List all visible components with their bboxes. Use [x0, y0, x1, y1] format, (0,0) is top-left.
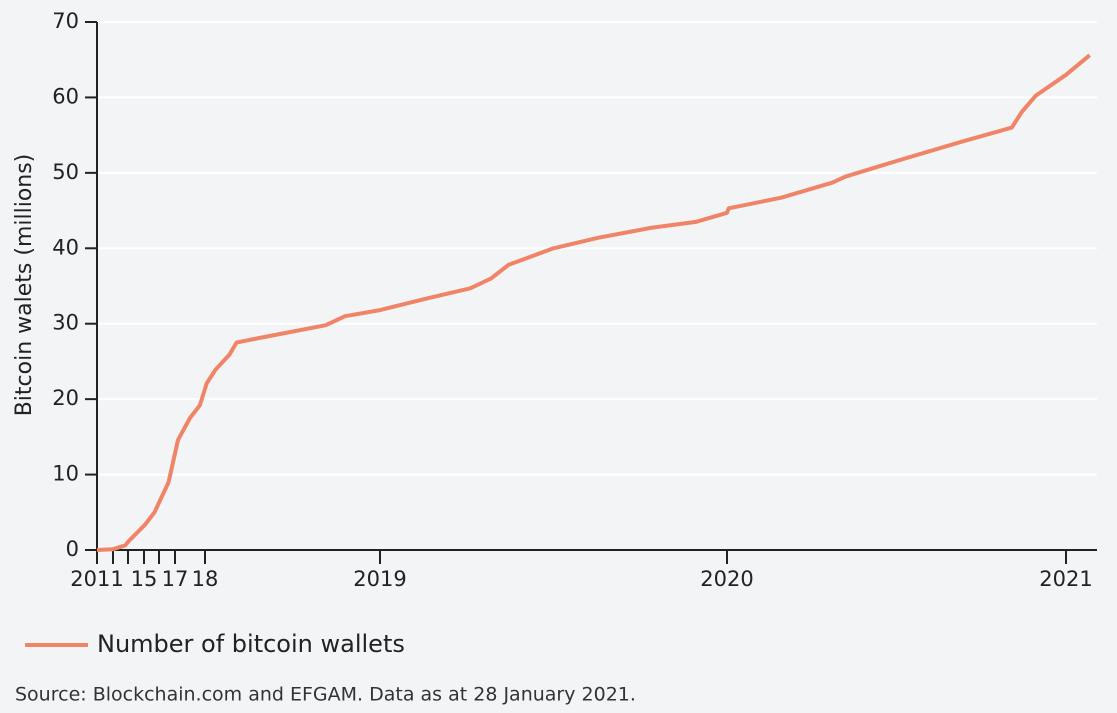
y-tick-label: 70 — [52, 9, 79, 33]
x-tick-label: 15 — [131, 567, 158, 591]
y-tick-label: 40 — [52, 235, 79, 259]
y-tick-label: 50 — [52, 160, 79, 184]
y-tick-label: 10 — [52, 462, 79, 486]
source-note: Source: Blockchain.com and EFGAM. Data a… — [15, 684, 636, 706]
x-tick-label: 18 — [192, 567, 219, 591]
x-tick-label: 2021 — [1039, 567, 1092, 591]
y-axis-label: Bitcoin walets (millions) — [12, 154, 37, 417]
x-tick-label: 17 — [162, 567, 189, 591]
y-tick-label: 20 — [52, 386, 79, 410]
y-tick-label: 60 — [52, 84, 79, 108]
x-tick-label: 2011 — [70, 567, 123, 591]
y-tick-label: 0 — [66, 537, 79, 561]
x-tick-label: 2020 — [700, 567, 753, 591]
legend-label: Number of bitcoin wallets — [97, 630, 405, 658]
data-line — [96, 53, 1091, 552]
x-tick-label: 2019 — [353, 567, 406, 591]
y-tick-label: 30 — [52, 311, 79, 335]
